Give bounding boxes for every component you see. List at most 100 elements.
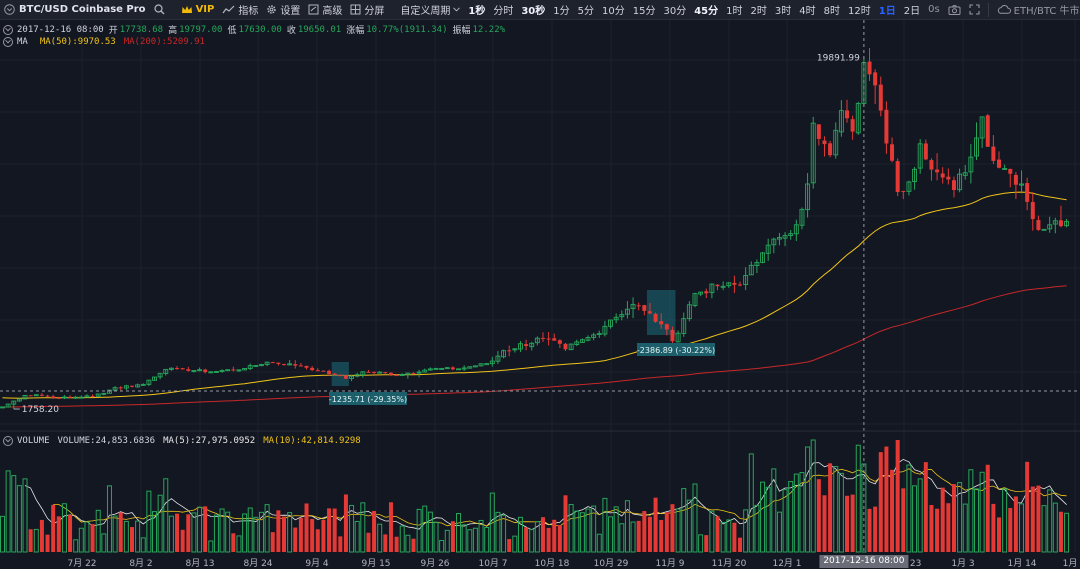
search-icon[interactable] (150, 0, 169, 19)
volume-bar (186, 514, 191, 552)
time-axis-label: 8月 13 (185, 559, 215, 569)
volume-bar (152, 511, 158, 553)
volume-bar (540, 517, 545, 552)
vip-button[interactable]: VIP (177, 0, 219, 19)
symbol-menu-icon[interactable] (0, 0, 17, 19)
candle-body (816, 124, 821, 139)
volume-bar (213, 514, 219, 553)
advanced-button[interactable]: 高级 (304, 0, 346, 19)
candle-body (935, 169, 940, 173)
ma-indicator-name: MA (17, 37, 28, 47)
volume-value: VOLUME:24,853.6836 (57, 436, 156, 446)
interval-8时[interactable]: 8时 (823, 6, 840, 17)
candle-body (923, 143, 928, 160)
interval-4时[interactable]: 4时 (799, 6, 816, 17)
interval-1分[interactable]: 1分 (553, 6, 570, 17)
camera-icon[interactable] (944, 0, 965, 19)
volume-bar (495, 511, 501, 553)
volume-bar (552, 519, 557, 552)
settings-button[interactable]: 设置 (262, 0, 304, 19)
volume-bar (264, 504, 270, 553)
volume-bar (799, 472, 805, 553)
fullscreen-icon[interactable] (965, 0, 984, 19)
interval-5分[interactable]: 5分 (577, 6, 594, 17)
candle-body (338, 375, 343, 377)
volume-bar (39, 519, 44, 552)
pair-switch-button[interactable]: ETH/BTC 牛市 (993, 2, 1080, 17)
candle-body (5, 403, 11, 408)
candle-body (664, 324, 669, 330)
volume-bar (946, 503, 951, 552)
candle-body (979, 116, 985, 139)
candle-body (394, 375, 399, 377)
volume-bar (349, 504, 355, 553)
volume-bar (247, 507, 253, 553)
candlesticks (0, 48, 1070, 409)
candle-body (670, 329, 675, 342)
volume-bar (433, 521, 439, 553)
volume-bar (760, 481, 766, 553)
advanced-chart-icon (308, 4, 319, 15)
volume-bar (985, 464, 990, 552)
candle-body (349, 375, 355, 379)
custom-period-dropdown[interactable]: 自定义周期 (396, 0, 464, 19)
volume-ma5-value: MA(5):27,975.0952 (163, 436, 256, 446)
candle-body (748, 264, 754, 276)
interval-10分[interactable]: 10分 (602, 6, 625, 17)
split-screen-button[interactable]: 分屏 (346, 0, 388, 19)
volume-bar (197, 506, 203, 553)
interval-3时[interactable]: 3时 (774, 6, 792, 17)
candle-body (940, 173, 945, 178)
interval-分时[interactable]: 分时 (493, 6, 514, 17)
interval-45分[interactable]: 45分 (694, 6, 719, 17)
volume-bar (771, 468, 777, 553)
candle-body (613, 316, 619, 321)
volume-bar (973, 488, 979, 553)
volume-bar (602, 497, 608, 553)
volume-bar (1013, 496, 1018, 552)
volume-bar (298, 517, 303, 552)
volume-bar (372, 510, 377, 552)
volume-bar (884, 446, 889, 552)
chevron-down-icon (453, 7, 461, 12)
price-annotations: 19891.99 1758.20 -1235.71 (-29.35%) -2386.8… (13, 53, 860, 415)
candle-body (416, 371, 422, 374)
cloud-icon (997, 5, 1011, 14)
candle-body (61, 396, 67, 399)
interval-30秒[interactable]: 30秒 (521, 6, 546, 17)
interval-1日[interactable]: 1日 (878, 6, 896, 17)
volume-bar (327, 508, 332, 552)
volume-bar (225, 511, 231, 553)
candle-body (782, 235, 788, 239)
symbol-name[interactable]: BTC/USD Coinbase Pro (19, 4, 146, 15)
candle-body (186, 369, 191, 371)
candle-body (805, 183, 811, 211)
interval-2时[interactable]: 2时 (750, 6, 767, 17)
ma-collapse-icon[interactable] (3, 37, 13, 47)
candle-body (1030, 202, 1035, 220)
time-axis-label: 1月 14 (1007, 559, 1037, 569)
candle-body (152, 376, 157, 381)
interval-12时[interactable]: 12时 (848, 6, 871, 17)
candle-body (45, 395, 50, 397)
interval-1秒[interactable]: 1秒 (468, 6, 486, 17)
indicators-button[interactable]: 指标 (218, 0, 262, 19)
volume-bar (123, 520, 129, 553)
interval-1时[interactable]: 1时 (726, 6, 743, 17)
candle-body (951, 180, 956, 190)
volume-bar (838, 472, 844, 553)
candle-body (411, 372, 416, 374)
volume-bar (332, 508, 337, 552)
candle-body (219, 370, 225, 373)
time-axis-label: 11月 20 (711, 559, 747, 569)
volume-collapse-icon[interactable] (3, 436, 13, 446)
interval-2日[interactable]: 2日 (903, 6, 921, 17)
candle-body (90, 395, 95, 397)
interval-30分[interactable]: 30分 (663, 6, 687, 17)
price-chart[interactable]: 19891.99 1758.20 -1235.71 (-29.35%) -2386.8… (0, 20, 1080, 569)
candle-body (608, 319, 613, 327)
legend-collapse-icon[interactable] (3, 24, 13, 35)
candle-body (760, 252, 765, 263)
interval-15分[interactable]: 15分 (632, 6, 656, 17)
volume-bar (16, 485, 22, 553)
